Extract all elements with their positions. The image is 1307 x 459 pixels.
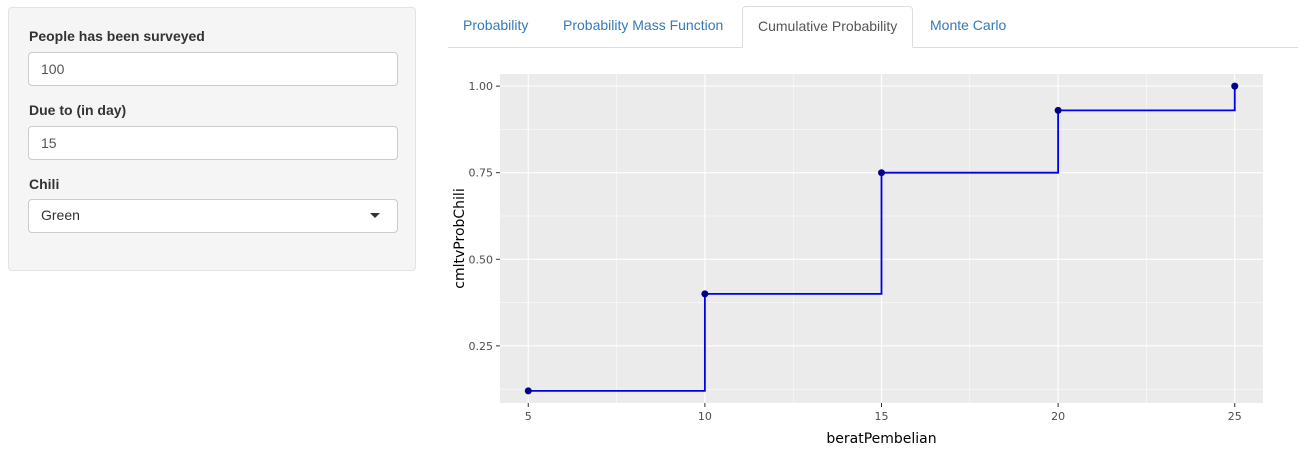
x-tick-label: 10	[698, 410, 712, 423]
data-point	[524, 387, 532, 395]
y-tick-label: 0.25	[469, 340, 494, 353]
surveyed-input[interactable]	[28, 52, 398, 86]
x-tick-label: 20	[1051, 410, 1065, 423]
x-tick-label: 15	[875, 410, 889, 423]
surveyed-label: People has been surveyed	[29, 28, 205, 44]
y-tick-label: 0.75	[469, 167, 494, 180]
data-point	[1231, 82, 1239, 90]
chili-label: Chili	[29, 176, 60, 192]
cumulative-probability-chart: 5 10 15 20 25 0.25 0.50 0.75 1.00 beratPembelian c…	[452, 74, 1263, 447]
data-point	[878, 169, 885, 177]
plot-container: 5 10 15 20 25 0.25 0.50 0.75 1.00 beratPembelian c…	[448, 60, 1298, 454]
y-tick-label: 0.50	[469, 253, 494, 266]
y-axis-title: cmltvProbChili	[452, 188, 468, 288]
chili-selected-value: Green	[41, 207, 80, 223]
tab-cumulative-probability[interactable]: Cumulative Probability	[742, 6, 914, 48]
due-label: Due to (in day)	[29, 102, 127, 118]
y-tick-label: 1.00	[469, 80, 494, 93]
tab-probability[interactable]: Probability	[463, 17, 529, 33]
chevron-down-icon[interactable]	[370, 213, 380, 218]
x-tick-label: 25	[1228, 410, 1242, 423]
data-point	[1054, 106, 1062, 114]
data-point	[701, 290, 709, 298]
due-input[interactable]	[28, 126, 398, 160]
tab-bar: Probability Probability Mass Function Cu…	[448, 6, 1298, 48]
x-tick-label: 5	[525, 410, 532, 423]
tab-monte-carlo[interactable]: Monte Carlo	[930, 17, 1007, 33]
tab-probability-mass-function[interactable]: Probability Mass Function	[563, 17, 724, 33]
x-axis-title: beratPembelian	[826, 431, 936, 447]
chili-select[interactable]: Green	[28, 199, 398, 233]
sidebar-panel: People has been surveyed Due to (in day)…	[8, 7, 416, 271]
